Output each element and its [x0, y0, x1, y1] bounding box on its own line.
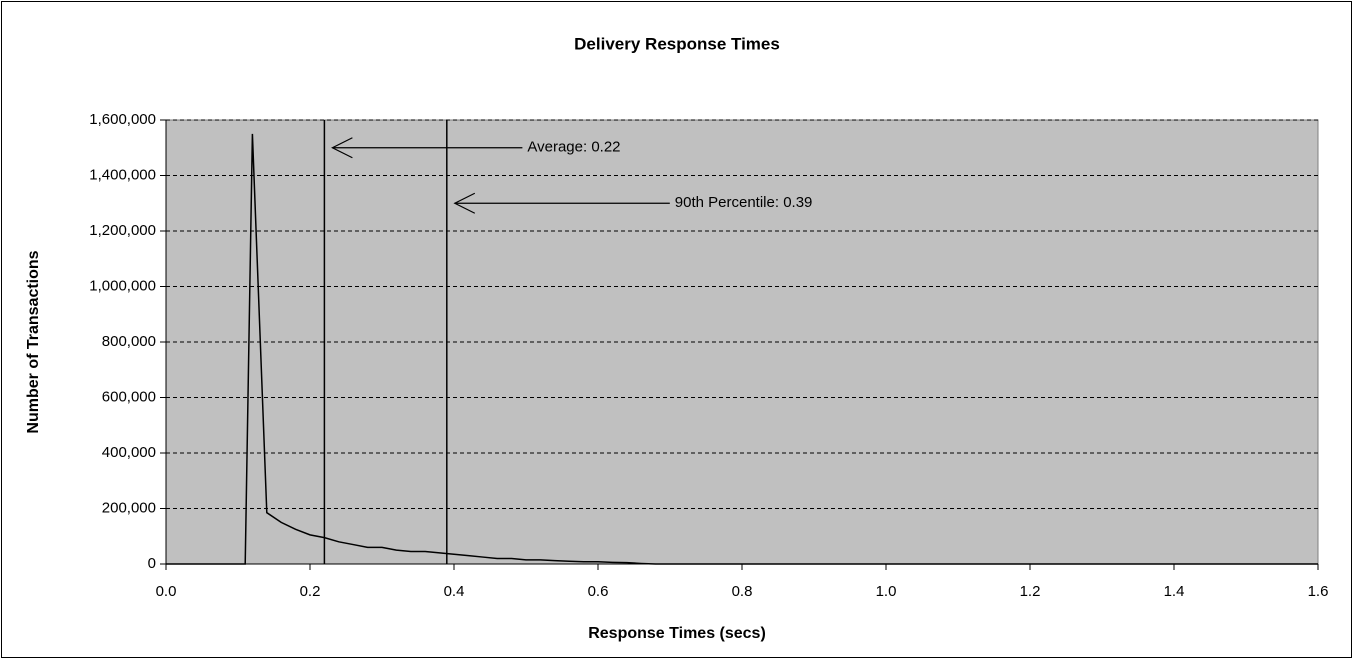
x-tick-label: 1.4	[1164, 583, 1185, 600]
y-tick-label: 200,000	[102, 499, 156, 516]
y-tick-label: 1,000,000	[89, 277, 156, 294]
y-tick-label: 800,000	[102, 333, 156, 350]
y-tick-label: 400,000	[102, 444, 156, 461]
arrow-head	[453, 192, 476, 214]
y-tick-label: 0	[148, 555, 156, 572]
annotation-text: 90th Percentile: 0.39	[675, 194, 813, 211]
x-tick-label: 1.6	[1308, 583, 1329, 600]
x-tick-label: 1.2	[1020, 583, 1041, 600]
y-tick-label: 1,200,000	[89, 222, 156, 239]
x-tick-label: 0.2	[300, 583, 321, 600]
x-tick-label: 0.8	[732, 583, 753, 600]
y-tick-label: 1,600,000	[89, 111, 156, 128]
x-tick-label: 0.4	[444, 583, 465, 600]
y-tick-label: 600,000	[102, 388, 156, 405]
x-tick-label: 0.6	[588, 583, 609, 600]
arrow-head	[331, 137, 353, 159]
x-tick-label: 1.0	[876, 583, 897, 600]
chart-title: Delivery Response Times	[574, 34, 780, 53]
annotation-text: Average: 0.22	[527, 139, 620, 156]
y-axis-label: Number of Transactions	[25, 250, 42, 433]
x-axis-label: Response Times (secs)	[588, 625, 766, 642]
x-tick-label: 0.0	[156, 583, 177, 600]
y-tick-label: 1,400,000	[89, 166, 156, 183]
